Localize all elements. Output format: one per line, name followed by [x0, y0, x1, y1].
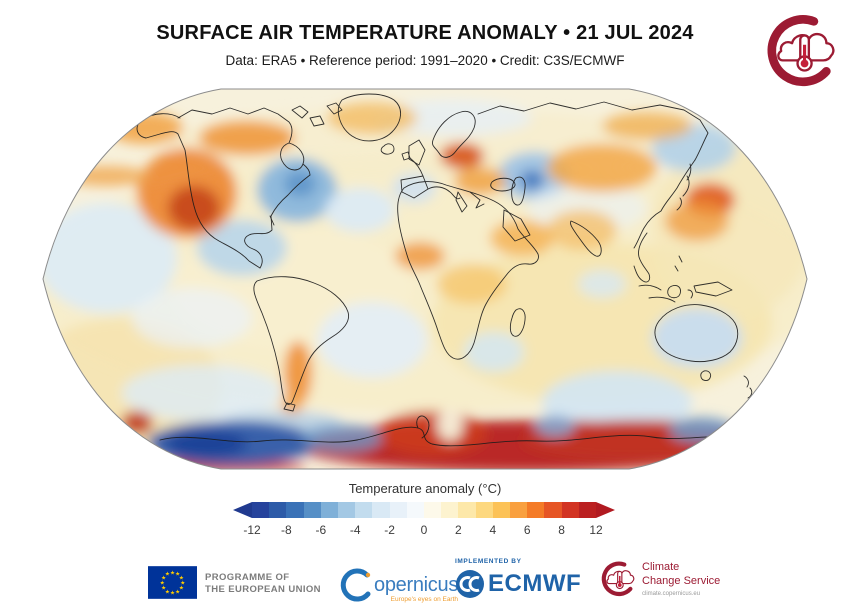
- colorbar-segment: [252, 502, 270, 518]
- colorbar: [233, 502, 615, 518]
- colorbar-segment: [492, 502, 511, 518]
- colorbar-tick: -6: [315, 523, 327, 537]
- colorbar-tick: 6: [523, 523, 531, 537]
- copernicus-tagline: Europe's eyes on Earth: [390, 596, 459, 603]
- svg-text:★: ★: [160, 580, 165, 587]
- implemented-by-label: IMPLEMENTED BY: [455, 558, 522, 565]
- map-outline: [42, 88, 808, 470]
- svg-text:★: ★: [180, 580, 185, 587]
- colorbar-segment: [527, 502, 545, 518]
- colorbar-arrow-right: [596, 502, 615, 518]
- copernicus-logo: opernicus Europe's eyes on Earth: [338, 567, 458, 603]
- colorbar-tick: 0: [420, 523, 428, 537]
- colorbar-arrow-left: [233, 502, 252, 518]
- ecmwf-emblem-icon: [456, 570, 484, 598]
- colorbar-title: Temperature anomaly (°C): [348, 481, 502, 496]
- colorbar-segment: [303, 502, 321, 518]
- ccs-label-line2: Change Service: [642, 575, 721, 587]
- colorbar-segment: [389, 502, 407, 518]
- svg-text:★: ★: [179, 574, 184, 581]
- colorbar-segment: [355, 502, 373, 518]
- colorbar-tick: -12: [243, 523, 261, 537]
- svg-text:★: ★: [175, 571, 180, 578]
- colorbar-tick: 2: [455, 523, 462, 537]
- svg-text:★: ★: [165, 571, 170, 578]
- colorbar-segment: [544, 502, 562, 518]
- eu-flag-icon: ★ ★ ★ ★ ★ ★ ★ ★ ★ ★ ★ ★: [148, 566, 197, 604]
- colorbar-ticks: -12 -8 -6 -4 -2 0 2 4 6 8 12: [243, 523, 602, 537]
- colorbar-segment: [372, 502, 390, 518]
- colorbar-segment: [338, 502, 356, 518]
- colorbar-segment: [286, 502, 304, 518]
- anomaly-field: [43, 89, 807, 469]
- colorbar-tick: -8: [281, 523, 292, 537]
- ecmwf-logo: IMPLEMENTED BY ECMWF: [455, 558, 581, 599]
- colorbar-segment: [320, 502, 339, 518]
- svg-text:★: ★: [161, 574, 166, 581]
- colorbar-segments: [252, 502, 597, 518]
- colorbar-segment: [510, 502, 528, 518]
- colorbar-segment: [458, 502, 476, 518]
- colorbar-segment: [578, 502, 597, 518]
- copernicus-wordmark: opernicus: [374, 574, 459, 596]
- colorbar-segment: [406, 502, 425, 518]
- colorbar-segment: [475, 502, 493, 518]
- page-subtitle: Data: ERA5 • Reference period: 1991–2020…: [225, 53, 625, 68]
- svg-text:★: ★: [161, 585, 166, 592]
- colorbar-tick: 8: [558, 523, 565, 537]
- svg-text:★: ★: [170, 590, 175, 597]
- coastlines: [136, 93, 753, 447]
- copernicus-c-icon: [340, 568, 371, 602]
- climate-change-service-logo: Climate Change Service climate.copernicu…: [600, 560, 720, 598]
- svg-text:★: ★: [165, 588, 170, 595]
- colorbar-tick: 4: [489, 523, 497, 537]
- ccs-label-line1: Climate: [642, 561, 680, 574]
- svg-text:★: ★: [175, 588, 180, 595]
- world-anomaly-map: [42, 88, 808, 470]
- colorbar-segment: [561, 502, 579, 518]
- colorbar-tick: -2: [384, 523, 395, 537]
- svg-text:★: ★: [179, 585, 184, 592]
- colorbar-segment: [441, 502, 459, 518]
- colorbar-tick: -4: [349, 523, 361, 537]
- ecmwf-wordmark: ECMWF: [488, 570, 582, 597]
- page-title: SURFACE AIR TEMPERATURE ANOMALY • 21 JUL…: [156, 22, 694, 44]
- colorbar-segment: [269, 502, 287, 518]
- colorbar-tick: 12: [589, 523, 603, 537]
- c3s-emblem-small-icon: [600, 560, 638, 598]
- c3s-emblem-icon: [764, 12, 842, 90]
- colorbar-segment: [424, 502, 442, 518]
- ccs-url: climate.copernicus.eu: [642, 590, 701, 597]
- eu-programme-label: PROGRAMME OF THE EUROPEAN UNION: [205, 572, 321, 596]
- svg-text:★: ★: [170, 569, 175, 576]
